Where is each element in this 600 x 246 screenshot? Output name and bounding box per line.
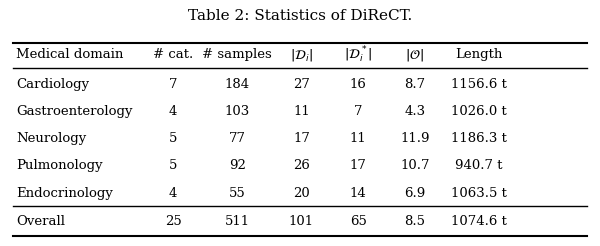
Text: Endocrinology: Endocrinology: [16, 186, 113, 200]
Text: $|\mathcal{D}_i^*|$: $|\mathcal{D}_i^*|$: [344, 45, 373, 65]
Text: Pulmonology: Pulmonology: [16, 159, 103, 172]
Text: 55: 55: [229, 186, 245, 200]
Text: 11: 11: [293, 105, 310, 118]
Text: 5: 5: [169, 132, 177, 145]
Text: # cat.: # cat.: [153, 48, 193, 61]
Text: 940.7 t: 940.7 t: [455, 159, 503, 172]
Text: 6.9: 6.9: [404, 186, 425, 200]
Text: 17: 17: [350, 159, 367, 172]
Text: 5: 5: [169, 159, 177, 172]
Text: 1026.0 t: 1026.0 t: [451, 105, 507, 118]
Text: Length: Length: [455, 48, 503, 61]
Text: 7: 7: [169, 78, 178, 91]
Text: 511: 511: [225, 215, 250, 228]
Text: 16: 16: [350, 78, 367, 91]
Text: 1156.6 t: 1156.6 t: [451, 78, 507, 91]
Text: 1074.6 t: 1074.6 t: [451, 215, 507, 228]
Text: Medical domain: Medical domain: [16, 48, 124, 61]
Text: 92: 92: [229, 159, 246, 172]
Text: 101: 101: [289, 215, 314, 228]
Text: 20: 20: [293, 186, 310, 200]
Text: 8.5: 8.5: [404, 215, 425, 228]
Text: 14: 14: [350, 186, 367, 200]
Text: 7: 7: [354, 105, 362, 118]
Text: 4: 4: [169, 186, 177, 200]
Text: 17: 17: [293, 132, 310, 145]
Text: 77: 77: [229, 132, 246, 145]
Text: 1186.3 t: 1186.3 t: [451, 132, 507, 145]
Text: Overall: Overall: [16, 215, 65, 228]
Text: Cardiology: Cardiology: [16, 78, 89, 91]
Text: $|\mathcal{D}_i|$: $|\mathcal{D}_i|$: [290, 47, 313, 63]
Text: 4.3: 4.3: [404, 105, 425, 118]
Text: 11: 11: [350, 132, 367, 145]
Text: 27: 27: [293, 78, 310, 91]
Text: 184: 184: [225, 78, 250, 91]
Text: 65: 65: [350, 215, 367, 228]
Text: 8.7: 8.7: [404, 78, 425, 91]
Text: 25: 25: [165, 215, 181, 228]
Text: Gastroenterology: Gastroenterology: [16, 105, 133, 118]
Text: # samples: # samples: [202, 48, 272, 61]
Text: $|\mathcal{O}|$: $|\mathcal{O}|$: [406, 47, 424, 63]
Text: 1063.5 t: 1063.5 t: [451, 186, 507, 200]
Text: Neurology: Neurology: [16, 132, 86, 145]
Text: 11.9: 11.9: [400, 132, 430, 145]
Text: 103: 103: [224, 105, 250, 118]
Text: 26: 26: [293, 159, 310, 172]
Text: 10.7: 10.7: [400, 159, 430, 172]
Text: 4: 4: [169, 105, 177, 118]
Text: Table 2: Statistics of DiReCT.: Table 2: Statistics of DiReCT.: [188, 9, 412, 23]
